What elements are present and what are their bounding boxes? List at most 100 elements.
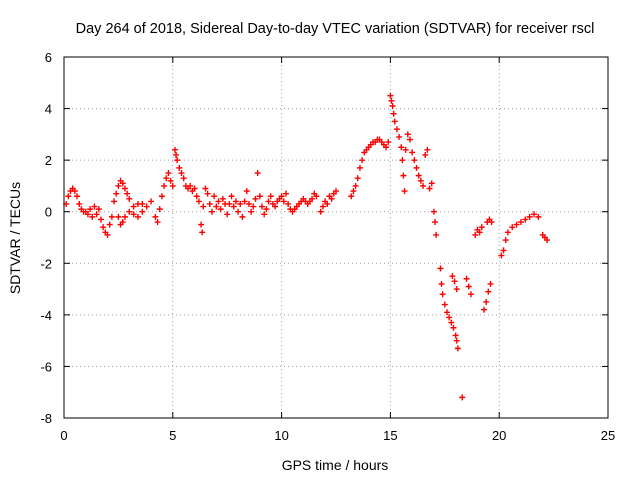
data-point bbox=[89, 213, 96, 220]
data-point bbox=[430, 208, 437, 215]
data-point bbox=[126, 195, 133, 202]
data-point bbox=[406, 136, 413, 143]
data-point bbox=[352, 182, 359, 189]
data-point bbox=[396, 133, 403, 140]
data-point bbox=[121, 213, 128, 220]
data-point bbox=[152, 213, 159, 220]
data-point bbox=[176, 164, 183, 171]
x-tick-label: 10 bbox=[274, 428, 288, 443]
data-point bbox=[282, 190, 289, 197]
data-point bbox=[250, 203, 257, 210]
data-point bbox=[111, 198, 118, 205]
data-point bbox=[415, 172, 422, 179]
y-tick-label: 2 bbox=[45, 153, 52, 168]
data-point bbox=[235, 208, 242, 215]
data-point bbox=[93, 211, 100, 218]
data-point bbox=[71, 188, 78, 195]
data-point bbox=[348, 193, 355, 200]
data-point bbox=[187, 182, 194, 189]
data-point bbox=[432, 219, 439, 226]
data-point bbox=[535, 213, 542, 220]
data-point bbox=[265, 198, 272, 205]
data-point bbox=[256, 193, 263, 200]
data-point bbox=[463, 275, 470, 282]
x-tick-label: 25 bbox=[601, 428, 615, 443]
data-point bbox=[411, 157, 418, 164]
y-tick-label: -2 bbox=[40, 256, 52, 271]
data-point bbox=[465, 283, 472, 290]
data-point bbox=[453, 337, 460, 344]
data-point bbox=[467, 291, 474, 298]
data-point bbox=[100, 224, 107, 231]
data-point bbox=[522, 216, 529, 223]
data-point bbox=[200, 203, 207, 210]
data-point bbox=[139, 208, 146, 215]
data-point bbox=[441, 301, 448, 308]
data-point bbox=[328, 195, 335, 202]
data-point bbox=[389, 102, 396, 109]
data-point bbox=[324, 200, 331, 207]
x-tick-labels: 0 5 10 15 20 25 bbox=[60, 428, 615, 443]
data-point bbox=[195, 198, 202, 205]
data-point bbox=[202, 185, 209, 192]
data-point bbox=[119, 219, 126, 226]
data-point bbox=[450, 324, 457, 331]
data-point bbox=[267, 193, 274, 200]
data-point bbox=[245, 200, 252, 207]
data-point bbox=[259, 203, 266, 210]
data-point bbox=[198, 221, 205, 228]
data-point bbox=[359, 157, 366, 164]
data-point bbox=[350, 188, 357, 195]
y-tick-label: 0 bbox=[45, 205, 52, 220]
data-point bbox=[121, 185, 128, 192]
data-point bbox=[476, 229, 483, 236]
data-point bbox=[449, 273, 456, 280]
data-point bbox=[230, 203, 237, 210]
data-point bbox=[171, 146, 178, 153]
data-point bbox=[280, 198, 287, 205]
data-point bbox=[161, 182, 168, 189]
data-point bbox=[498, 252, 505, 259]
data-point bbox=[228, 193, 235, 200]
data-point bbox=[483, 298, 490, 305]
data-point bbox=[446, 314, 453, 321]
data-point bbox=[104, 231, 111, 238]
data-point bbox=[84, 211, 91, 218]
data-point bbox=[426, 185, 433, 192]
data-point bbox=[513, 221, 520, 228]
data-point bbox=[390, 110, 397, 117]
data-point bbox=[263, 206, 270, 213]
x-tick-label: 20 bbox=[492, 428, 506, 443]
data-point bbox=[124, 190, 131, 197]
data-point bbox=[354, 175, 361, 182]
x-axis-label: GPS time / hours bbox=[282, 457, 389, 473]
data-point bbox=[509, 224, 516, 231]
data-point bbox=[91, 203, 98, 210]
data-point bbox=[391, 118, 398, 125]
data-point bbox=[487, 280, 494, 287]
data-point bbox=[439, 291, 446, 298]
data-point bbox=[526, 213, 533, 220]
data-point bbox=[130, 211, 137, 218]
data-point bbox=[232, 198, 239, 205]
data-point bbox=[156, 206, 163, 213]
x-tick-label: 5 bbox=[169, 428, 176, 443]
data-point bbox=[97, 216, 104, 223]
data-point bbox=[74, 193, 81, 200]
data-point bbox=[208, 208, 215, 215]
data-point bbox=[388, 97, 395, 104]
grid-lines bbox=[64, 57, 608, 418]
data-point bbox=[453, 286, 460, 293]
data-point bbox=[387, 92, 394, 99]
data-point bbox=[399, 157, 406, 164]
data-point bbox=[504, 229, 511, 236]
data-point bbox=[143, 203, 150, 210]
data-point bbox=[402, 146, 409, 153]
data-point bbox=[500, 247, 507, 254]
data-point bbox=[417, 177, 424, 184]
data-point bbox=[422, 151, 429, 158]
data-point bbox=[206, 200, 213, 207]
tick-marks bbox=[63, 56, 609, 419]
data-point bbox=[178, 170, 185, 177]
